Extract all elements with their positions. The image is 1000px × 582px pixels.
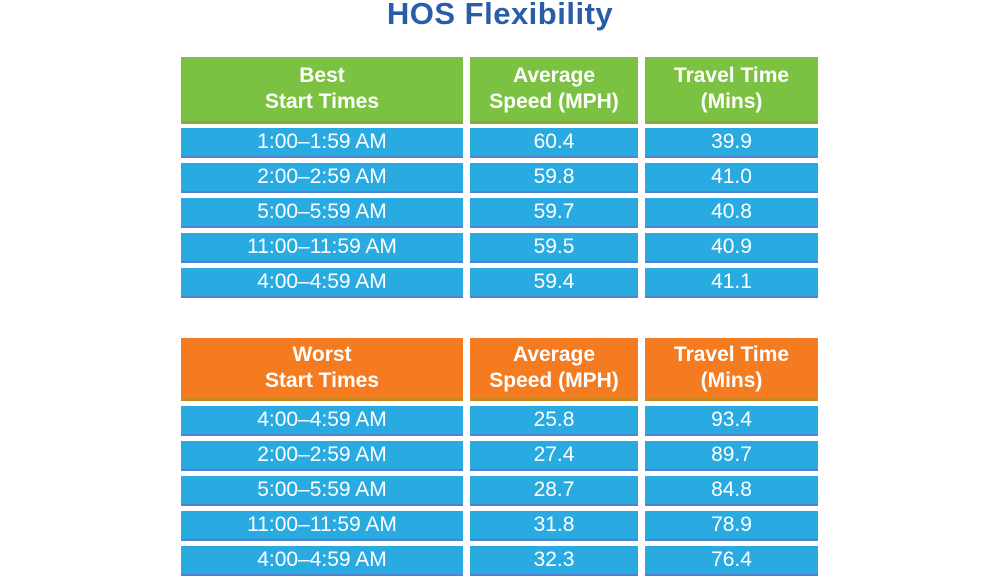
worst-start-times-table: Worst Start Times Average Speed (MPH) Tr… <box>181 338 818 576</box>
travel-time-cell: 84.8 <box>645 476 818 506</box>
avg-speed-cell: 32.3 <box>470 546 638 576</box>
header-line: Travel Time <box>673 343 790 366</box>
page-title: HOS Flexibility <box>386 0 614 31</box>
header-line: Average <box>512 64 596 87</box>
travel-time-cell: 40.9 <box>645 233 818 263</box>
travel-time-cell: 39.9 <box>645 128 818 158</box>
column-header-travel-time: Travel Time (Mins) <box>645 57 818 124</box>
table-body: 4:00–4:59 AM 25.8 93.4 2:00–2:59 AM 27.4 89.7… <box>181 406 818 576</box>
table-row: 2:00–2:59 AM 59.8 41.0 <box>181 163 818 193</box>
column-header-worst-start-times: Worst Start Times <box>181 338 463 401</box>
avg-speed-cell: 31.8 <box>470 511 638 541</box>
table-header-row: Best Start Times Average Speed (MPH) Tra… <box>181 57 818 124</box>
table-row: 4:00–4:59 AM 32.3 76.4 <box>181 546 818 576</box>
avg-speed-cell: 59.8 <box>470 163 638 193</box>
header-line: (Mins) <box>700 369 763 392</box>
start-time-cell: 11:00–11:59 AM <box>181 511 463 541</box>
column-header-travel-time: Travel Time (Mins) <box>645 338 818 401</box>
table-row: 5:00–5:59 AM 59.7 40.8 <box>181 198 818 228</box>
avg-speed-cell: 59.5 <box>470 233 638 263</box>
column-header-best-start-times: Best Start Times <box>181 57 463 124</box>
start-time-cell: 5:00–5:59 AM <box>181 198 463 228</box>
table-row: 4:00–4:59 AM 25.8 93.4 <box>181 406 818 436</box>
header-line: Travel Time <box>673 64 790 87</box>
header-line: Worst <box>292 343 352 366</box>
header-line: Speed (MPH) <box>489 369 619 392</box>
start-time-cell: 2:00–2:59 AM <box>181 441 463 471</box>
header-line: Best <box>299 64 345 87</box>
table-header-row: Worst Start Times Average Speed (MPH) Tr… <box>181 338 818 401</box>
travel-time-cell: 41.1 <box>645 268 818 298</box>
travel-time-cell: 40.8 <box>645 198 818 228</box>
column-header-average-speed: Average Speed (MPH) <box>470 57 638 124</box>
travel-time-cell: 78.9 <box>645 511 818 541</box>
start-time-cell: 2:00–2:59 AM <box>181 163 463 193</box>
table-row: 2:00–2:59 AM 27.4 89.7 <box>181 441 818 471</box>
travel-time-cell: 93.4 <box>645 406 818 436</box>
avg-speed-cell: 28.7 <box>470 476 638 506</box>
table-row: 11:00–11:59 AM 31.8 78.9 <box>181 511 818 541</box>
travel-time-cell: 41.0 <box>645 163 818 193</box>
table-row: 11:00–11:59 AM 59.5 40.9 <box>181 233 818 263</box>
table-row: 5:00–5:59 AM 28.7 84.8 <box>181 476 818 506</box>
avg-speed-cell: 59.4 <box>470 268 638 298</box>
header-line: Average <box>512 343 596 366</box>
table-row: 4:00–4:59 AM 59.4 41.1 <box>181 268 818 298</box>
header-line: Speed (MPH) <box>489 90 619 113</box>
column-header-average-speed: Average Speed (MPH) <box>470 338 638 401</box>
start-time-cell: 4:00–4:59 AM <box>181 546 463 576</box>
header-line: Start Times <box>265 369 379 392</box>
header-line: Start Times <box>265 90 379 113</box>
table-body: 1:00–1:59 AM 60.4 39.9 2:00–2:59 AM 59.8 41.0… <box>181 128 818 298</box>
start-time-cell: 5:00–5:59 AM <box>181 476 463 506</box>
avg-speed-cell: 27.4 <box>470 441 638 471</box>
table-row: 1:00–1:59 AM 60.4 39.9 <box>181 128 818 158</box>
avg-speed-cell: 60.4 <box>470 128 638 158</box>
header-line: (Mins) <box>700 90 763 113</box>
start-time-cell: 4:00–4:59 AM <box>181 268 463 298</box>
avg-speed-cell: 59.7 <box>470 198 638 228</box>
travel-time-cell: 76.4 <box>645 546 818 576</box>
start-time-cell: 1:00–1:59 AM <box>181 128 463 158</box>
start-time-cell: 4:00–4:59 AM <box>181 406 463 436</box>
travel-time-cell: 89.7 <box>645 441 818 471</box>
avg-speed-cell: 25.8 <box>470 406 638 436</box>
best-start-times-table: Best Start Times Average Speed (MPH) Tra… <box>181 57 818 298</box>
start-time-cell: 11:00–11:59 AM <box>181 233 463 263</box>
